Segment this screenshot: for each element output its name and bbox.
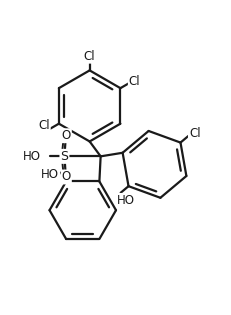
Text: Cl: Cl [83,50,95,63]
Text: O: O [61,170,71,183]
Text: O: O [61,129,71,142]
Text: Cl: Cl [188,127,200,140]
Text: HO: HO [23,150,41,163]
Text: HO: HO [117,194,135,207]
Text: Cl: Cl [38,119,50,133]
Text: HO: HO [40,168,58,181]
Text: Cl: Cl [128,75,140,88]
Text: S: S [60,150,68,163]
